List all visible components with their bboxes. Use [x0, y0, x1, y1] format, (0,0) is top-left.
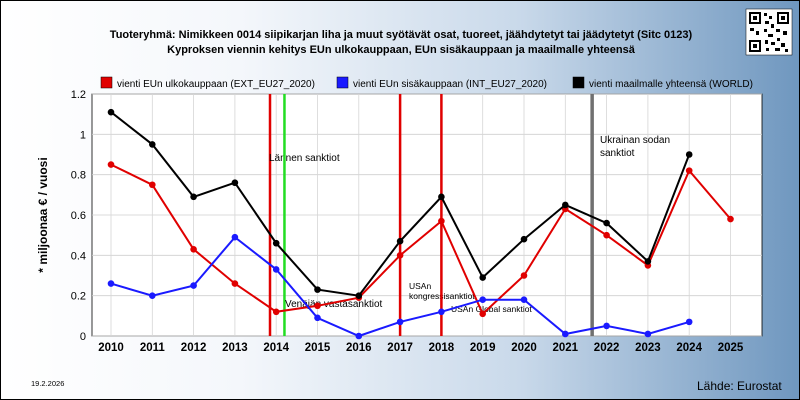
data-point [396, 318, 404, 326]
data-point [149, 141, 156, 148]
data-point [314, 314, 321, 322]
y-tick-label: 0 [80, 331, 86, 343]
y-tick-label: 0.6 [71, 210, 86, 222]
chart-title: Tuoteryhmä: Nimikkeen 0014 siipikarjan l… [110, 29, 693, 41]
data-point [231, 280, 239, 287]
data-point [355, 292, 363, 299]
event-lines: Lännen sanktiot Venäjän vastasanktiot USAn… [268, 94, 670, 336]
data-point [603, 322, 610, 330]
data-point [520, 272, 528, 279]
x-tick-label: 2021 [553, 342, 579, 354]
legend-swatch [572, 76, 585, 89]
y-axis-label: * miljoonaa € / vuosi [36, 157, 50, 272]
x-tick-label: 2022 [594, 342, 620, 354]
data-point [190, 245, 197, 253]
data-point [355, 332, 363, 340]
series-line [110, 163, 732, 316]
data-point [190, 193, 197, 201]
data-point [438, 308, 445, 316]
chart-subtitle: Kyproksen viennin kehitys EUn ulkokauppa… [167, 44, 636, 56]
data-point [479, 296, 487, 304]
x-tick-label: 2011 [140, 342, 166, 354]
series-group [107, 108, 734, 340]
x-tick-label: 2015 [305, 342, 331, 354]
x-axis-ticks: 2010 2011 2012 2013 2014 2015 2016 2017 2018 2019… [98, 342, 744, 354]
event-label: Venäjän vastasanktiot [285, 299, 383, 310]
data-point [479, 310, 487, 318]
data-point [727, 215, 734, 223]
event-label: Lännen sanktiot [269, 153, 340, 164]
y-axis-ticks: 0 0.2 0.4 0.6 0.8 1 1.2 [71, 89, 86, 343]
data-point [314, 302, 321, 310]
qr-code-icon [745, 8, 793, 56]
data-point [644, 330, 652, 338]
data-point [644, 258, 652, 265]
data-point [149, 292, 156, 299]
data-point [314, 286, 321, 293]
x-tick-label: 2025 [718, 342, 744, 354]
data-point [107, 280, 115, 287]
y-tick-label: 0.2 [71, 291, 86, 303]
footer-date: 19.2.2026 [31, 379, 64, 388]
data-point [396, 252, 404, 259]
data-point [520, 296, 528, 304]
data-point [272, 239, 280, 247]
legend: vienti EUn ulkokauppaan (EXT_EU27_2020) v… [100, 76, 753, 90]
data-point [438, 193, 445, 201]
data-point [231, 179, 239, 187]
data-point [190, 282, 197, 289]
data-point [149, 181, 156, 189]
x-tick-label: 2012 [181, 342, 207, 354]
x-tick-label: 2018 [429, 342, 455, 354]
data-point [685, 167, 693, 174]
legend-swatch [100, 76, 113, 89]
data-point [396, 237, 404, 245]
data-point [562, 201, 569, 209]
x-tick-label: 2014 [263, 342, 289, 354]
legend-label: vienti maailmalle yhteensä (WORLD) [589, 79, 753, 90]
y-tick-label: 0.4 [71, 250, 86, 262]
x-tick-label: 2016 [346, 342, 372, 354]
x-tick-label: 2024 [676, 342, 702, 354]
data-point [272, 266, 280, 273]
y-tick-label: 1.2 [71, 89, 86, 101]
legend-label: vienti EUn sisäkauppaan (INT_EU27_2020) [353, 79, 547, 90]
data-point [231, 233, 239, 241]
data-point [603, 219, 610, 227]
x-tick-label: 2023 [635, 342, 661, 354]
x-tick-label: 2010 [98, 342, 124, 354]
x-tick-label: 2017 [387, 342, 413, 354]
y-tick-label: 0.8 [71, 170, 86, 182]
data-point [107, 108, 115, 116]
event-label: Ukrainan sodan sanktiot [600, 135, 670, 159]
data-point [685, 151, 693, 158]
data-point [603, 231, 610, 239]
data-point [520, 235, 528, 243]
x-tick-label: 2020 [511, 342, 537, 354]
data-point [685, 318, 693, 326]
legend-label: vienti EUn ulkokauppaan (EXT_EU27_2020) [117, 79, 315, 90]
x-tick-label: 2013 [222, 342, 248, 354]
data-point [562, 330, 569, 338]
event-label-line: USAn [409, 281, 431, 291]
y-tick-label: 1 [80, 129, 86, 141]
x-tick-label: 2019 [470, 342, 496, 354]
event-label-line: sanktiot [600, 148, 635, 159]
event-label: USAn Global sanktiot [451, 304, 532, 314]
data-point [438, 217, 445, 225]
footer-source: Lähde: Eurostat [697, 379, 782, 393]
event-label-line: Ukrainan sodan [600, 135, 670, 146]
data-point [272, 308, 280, 316]
legend-swatch [336, 76, 349, 89]
data-point [479, 274, 487, 281]
data-point [107, 161, 115, 168]
